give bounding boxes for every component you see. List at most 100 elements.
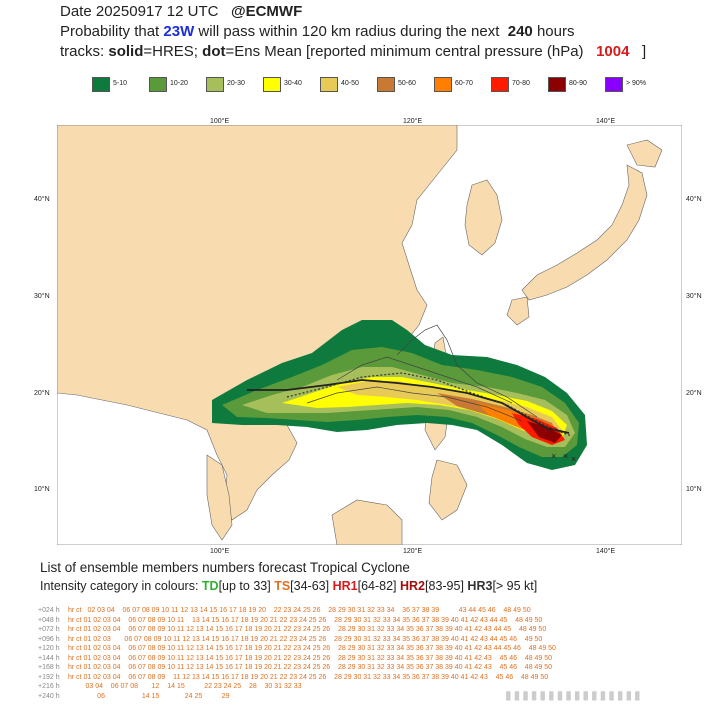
genesis-markers: × × × bbox=[551, 451, 576, 464]
member-numbers: hr ct 02 03 04 06 07 08 09 10 11 12 13 1… bbox=[68, 607, 531, 614]
lat-label: 30°N bbox=[34, 293, 50, 300]
legend-label: 5-10 bbox=[113, 80, 128, 87]
lead-time: +048 h bbox=[38, 616, 60, 624]
japan-kyushu bbox=[506, 296, 530, 326]
lat-label: 40°N bbox=[34, 196, 50, 203]
lat-label: 40°N bbox=[686, 196, 702, 203]
storm-id: 23W bbox=[163, 23, 195, 40]
cat-ts: TS bbox=[274, 579, 291, 593]
prob-20-30 bbox=[242, 367, 575, 447]
member-numbers: hr ct 01 02 03 04 06 07 08 09 10 11 12 1… bbox=[68, 664, 553, 671]
lat-label: 20°N bbox=[686, 390, 702, 397]
legend-swatch bbox=[263, 77, 281, 92]
philippines-south bbox=[428, 459, 468, 521]
header-text: will pass within 120 km radius during th… bbox=[198, 23, 500, 40]
lon-label: 120°E bbox=[403, 118, 423, 125]
ens-track bbox=[396, 324, 538, 418]
watermark: ▮▮▮▮▮▮▮▮▮▮▮▮▮▮▮▮ bbox=[505, 688, 643, 702]
legend-label: 30-40 bbox=[284, 80, 302, 87]
lon-label: 100°E bbox=[210, 548, 230, 555]
ecmwf-brand: @ECMWF bbox=[230, 3, 303, 20]
ens-start-marker: × bbox=[563, 451, 568, 461]
header-text: =Ens Mean [reported minimum central pres… bbox=[225, 43, 584, 60]
legend-swatch bbox=[320, 77, 338, 92]
legend-swatch bbox=[434, 77, 452, 92]
member-numbers: hr ct 01 02 03 04 06 07 08 09 11 12 13 1… bbox=[68, 673, 549, 681]
legend-swatch bbox=[92, 77, 110, 92]
dot-keyword: dot bbox=[202, 43, 226, 60]
ensemble-tracks bbox=[306, 324, 538, 422]
header-text: =HRES; bbox=[143, 43, 198, 60]
solid-keyword: solid bbox=[108, 43, 144, 60]
forecast-date: Date 20250917 12 UTC bbox=[60, 3, 219, 20]
lead-time: +216 h bbox=[38, 683, 60, 690]
ens-start-marker: × bbox=[571, 454, 576, 464]
header-text: tracks: bbox=[60, 43, 105, 60]
cat-hr1: HR1 bbox=[332, 579, 358, 593]
lon-label: 100°E bbox=[210, 118, 230, 125]
prob-80-90 bbox=[527, 421, 562, 443]
lead-time: +120 h bbox=[38, 645, 60, 652]
member-numbers: hr ct 01 02 03 04 06 07 08 09 10 11 13 1… bbox=[68, 616, 543, 624]
lead-time: +096 h bbox=[38, 635, 60, 643]
japan-honshu bbox=[521, 164, 648, 301]
legend-label: > 90% bbox=[626, 80, 647, 87]
member-numbers: 03 04 06 07 08 12 14 15 22 23 24 25 28 3… bbox=[68, 683, 302, 690]
prob-40-50 bbox=[337, 381, 562, 437]
member-numbers: 06 14 15 24 25 29 bbox=[68, 692, 230, 700]
cat-ts-range: [34-63] bbox=[290, 579, 330, 593]
header-text: ] bbox=[641, 43, 647, 60]
lead-time: +192 h bbox=[38, 673, 60, 681]
legend-label: 20-30 bbox=[227, 80, 245, 87]
lead-time: +024 h bbox=[38, 607, 60, 614]
legend-swatch bbox=[377, 77, 395, 92]
lon-label: 120°E bbox=[403, 548, 423, 555]
legend-label: 40-50 bbox=[341, 80, 359, 87]
member-numbers: hr ct 01 02 03 04 06 07 08 09 10 11 12 1… bbox=[68, 626, 547, 633]
member-numbers: hr ct 01 02 03 04 06 07 08 09 10 11 12 1… bbox=[68, 645, 556, 652]
legend-swatch bbox=[206, 77, 224, 92]
header-text: hours bbox=[536, 23, 575, 40]
lon-label: 140°E bbox=[596, 118, 616, 125]
min-pressure: 1004 bbox=[596, 43, 630, 60]
cat-td: TD bbox=[201, 579, 219, 593]
ens-track bbox=[306, 386, 523, 422]
cat-hr3-range: [> 95 kt] bbox=[492, 579, 538, 593]
korea-peninsula bbox=[464, 179, 503, 256]
header-line-3: tracks: solid=HRES; dot=Ens Mean [report… bbox=[60, 42, 646, 61]
legend-swatch bbox=[548, 77, 566, 92]
cat-hr2-range: [83-95] bbox=[425, 579, 464, 593]
legend-label: 60-70 bbox=[455, 80, 473, 87]
ens-start-marker: × bbox=[551, 451, 556, 461]
tropical-cyclone-map: × × × 100°E bbox=[57, 125, 682, 545]
forecast-hours: 240 bbox=[507, 23, 533, 40]
cat-hr1-range: [64-82] bbox=[357, 579, 397, 593]
ens-track bbox=[336, 356, 513, 404]
lead-time: +240 h bbox=[38, 692, 60, 700]
hres-track bbox=[247, 379, 570, 434]
ensemble-list-title: List of ensemble members numbers forecas… bbox=[40, 560, 410, 575]
header-line-1: Date 20250917 12 UTC @ECMWF bbox=[60, 2, 302, 21]
legend-label: 70-80 bbox=[512, 80, 530, 87]
legend-label: 80-90 bbox=[569, 80, 587, 87]
lat-label: 20°N bbox=[34, 390, 50, 397]
lon-label: 140°E bbox=[596, 548, 616, 555]
intensity-prefix: Intensity category in colours: bbox=[40, 579, 199, 593]
cat-hr3: HR3 bbox=[467, 579, 493, 593]
lat-label: 10°N bbox=[686, 486, 702, 493]
malay-peninsula bbox=[206, 454, 233, 541]
cat-hr2: HR2 bbox=[400, 579, 426, 593]
japan-hokkaido bbox=[626, 139, 663, 168]
header-text: Probability that bbox=[60, 23, 160, 40]
legend-label: 10-20 bbox=[170, 80, 188, 87]
lead-time: +168 h bbox=[38, 664, 60, 671]
borneo bbox=[331, 499, 403, 545]
member-numbers: hr ct 01 02 03 06 07 08 09 10 11 12 13 1… bbox=[68, 635, 543, 643]
cat-td-range: [up to 33] bbox=[218, 579, 271, 593]
lat-label: 10°N bbox=[34, 486, 50, 493]
legend-swatch bbox=[149, 77, 167, 92]
legend-swatch bbox=[605, 77, 623, 92]
ens-mean-track bbox=[286, 372, 573, 437]
intensity-categories: Intensity category in colours: TD[up to … bbox=[40, 579, 537, 593]
legend-swatch bbox=[491, 77, 509, 92]
